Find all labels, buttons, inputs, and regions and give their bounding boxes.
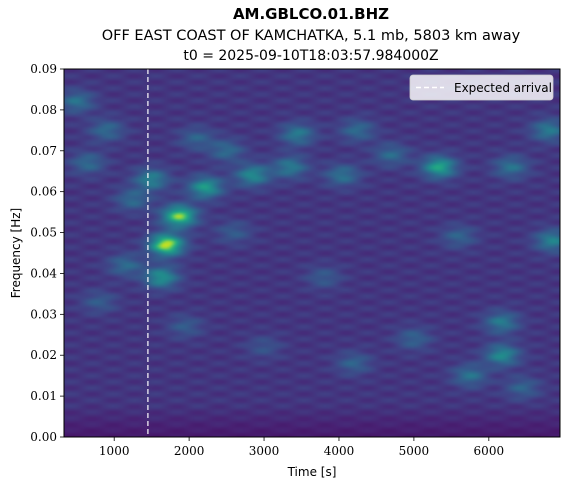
y-tick-label: 0.01 [30,389,57,403]
legend: Expected arrival [409,74,554,101]
chart-subtitle: OFF EAST COAST OF KAMCHATKA, 5.1 mb, 580… [102,28,521,44]
y-tick-label: 0.05 [30,226,57,240]
x-tick-label: 2000 [174,444,205,458]
x-tick-label: 3000 [249,444,280,458]
y-tick-label: 0.09 [30,62,57,76]
legend-arrival-label: Expected arrival [454,81,552,95]
chart-title: AM.GBLCO.01.BHZ [233,5,389,23]
x-tick-label: 1000 [99,444,130,458]
x-axis-ticks: 1000 2000 3000 4000 5000 6000 [99,437,504,458]
x-axis-label: Time [s] [287,465,337,479]
y-tick-label: 0.06 [30,185,57,199]
y-tick-label: 0.03 [30,307,57,321]
legend-box [409,74,554,101]
y-tick-label: 0.00 [30,430,57,444]
y-axis-label: Frequency [Hz] [9,208,23,299]
plot-area [64,69,560,437]
y-tick-label: 0.08 [30,103,57,117]
chart-t0-label: t0 = 2025-09-10T18:03:57.984000Z [183,48,438,64]
y-axis-ticks: 0.00 0.01 0.02 0.03 0.04 0.05 0.06 0.07 0.08 0.09 [30,62,64,444]
plot-frame [63,68,561,438]
y-tick-label: 0.04 [30,266,57,280]
x-tick-label: 6000 [474,444,505,458]
x-tick-label: 4000 [324,444,355,458]
y-tick-label: 0.02 [30,348,57,362]
x-tick-label: 5000 [399,444,430,458]
y-tick-label: 0.07 [30,144,57,158]
spectrogram-heatmap [64,69,560,437]
